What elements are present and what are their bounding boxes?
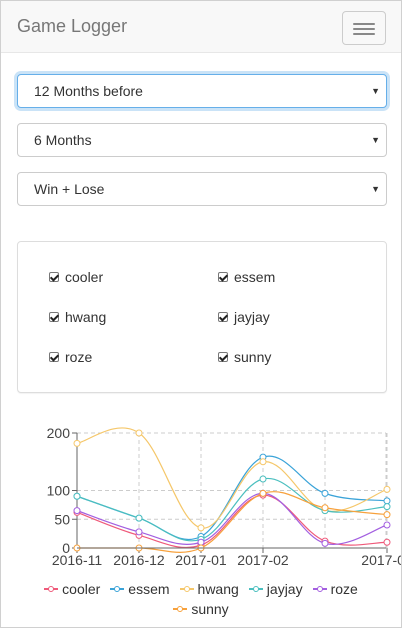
checkbox-checked-icon[interactable] (49, 272, 59, 282)
legend-line-marker-icon (173, 604, 188, 614)
dropdown-arrow-icon: ▼ (371, 184, 380, 194)
data-point-sunny (259, 489, 267, 497)
y-tick-label: 50 (54, 511, 70, 527)
player-checkbox-roze[interactable]: roze (49, 349, 92, 365)
player-label: jayjay (234, 309, 270, 325)
data-point-roze (135, 528, 143, 536)
player-label: sunny (234, 349, 272, 365)
chart-legend: cooler essem hwang jayjay roze sunny (1, 579, 401, 619)
app-title[interactable]: Game Logger (17, 16, 128, 36)
legend-item-jayjay[interactable]: jayjay (248, 581, 303, 597)
checkbox-checked-icon[interactable] (218, 272, 228, 282)
checkbox-checked-icon[interactable] (49, 352, 59, 362)
y-tick-label: 200 (47, 425, 71, 441)
data-point-sunny (383, 511, 391, 519)
data-point-roze (321, 539, 329, 547)
player-filter-panel: cooler essem hwang jayjay roze sunny (17, 241, 387, 393)
range-length-value: 6 Months (34, 132, 92, 148)
legend-item-cooler[interactable]: cooler (44, 581, 100, 597)
data-point-roze (197, 538, 205, 546)
x-tick-label: 2016-12 (113, 552, 165, 568)
x-tick-label: 2017-04 (361, 552, 401, 568)
dropdown-arrow-icon: ▼ (371, 135, 380, 145)
legend-line-marker-icon (248, 584, 263, 594)
player-checkbox-jayjay[interactable]: jayjay (218, 309, 270, 325)
player-label: essem (234, 269, 276, 285)
result-type-value: Win + Lose (34, 181, 105, 197)
legend-label: essem (128, 581, 170, 597)
range-length-select[interactable]: 6 Months ▼ (17, 123, 387, 157)
legend-item-roze[interactable]: roze (312, 581, 358, 597)
range-start-value: 12 Months before (34, 83, 143, 99)
legend-line-marker-icon (312, 584, 327, 594)
data-point-jayjay (135, 514, 143, 522)
data-point-hwang (259, 458, 267, 466)
player-checkbox-cooler[interactable]: cooler (49, 269, 103, 285)
data-point-hwang (383, 485, 391, 493)
legend-label: hwang (197, 581, 239, 597)
legend-label: jayjay (266, 581, 303, 597)
legend-item-hwang[interactable]: hwang (179, 581, 239, 597)
navbar: Game Logger (1, 1, 401, 53)
player-label: hwang (65, 309, 107, 325)
checkbox-checked-icon[interactable] (218, 352, 228, 362)
data-point-jayjay (73, 492, 81, 500)
hamburger-icon[interactable] (342, 11, 386, 45)
y-tick-label: 0 (62, 540, 70, 556)
legend-item-essem[interactable]: essem (110, 581, 170, 597)
chart-svg: 0 50 100 200 2016-11 2016-12 2017-01 2017-02 201… (47, 425, 402, 568)
data-point-sunny (321, 504, 329, 512)
x-tick-label: 2016-11 (52, 552, 103, 568)
checkbox-checked-icon[interactable] (49, 312, 59, 322)
data-point-roze (383, 521, 391, 529)
checkbox-checked-icon[interactable] (218, 312, 228, 322)
player-label: cooler (65, 269, 104, 285)
legend-row: cooler essem hwang jayjay roze (1, 579, 401, 599)
legend-row: sunny (1, 599, 401, 619)
data-point-cooler (383, 538, 391, 546)
legend-label: sunny (191, 601, 229, 617)
series-line-roze (76, 492, 388, 545)
legend-item-sunny[interactable]: sunny (173, 601, 229, 617)
range-start-select[interactable]: 12 Months before ▼ (17, 74, 387, 108)
player-checkbox-sunny[interactable]: sunny (218, 349, 271, 365)
games-line-chart: 0 50 100 200 2016-11 2016-12 2017-01 2017-02 201… (1, 421, 402, 627)
legend-line-marker-icon (179, 584, 194, 594)
x-tick-label: 2017-02 (237, 552, 289, 568)
data-point-roze (73, 507, 81, 515)
legend-label: cooler (62, 581, 101, 597)
legend-line-marker-icon (44, 584, 59, 594)
data-point-hwang (197, 524, 205, 532)
data-point-jayjay (259, 475, 267, 483)
series-line-cooler (76, 494, 388, 549)
data-point-hwang (135, 429, 143, 437)
legend-line-marker-icon (110, 584, 125, 594)
dropdown-arrow-icon: ▼ (371, 86, 380, 96)
data-point-essem (383, 497, 391, 505)
data-point-jayjay (383, 503, 391, 511)
player-checkbox-hwang[interactable]: hwang (49, 309, 106, 325)
y-tick-label: 100 (47, 483, 71, 499)
data-point-hwang (73, 439, 81, 447)
player-checkbox-essem[interactable]: essem (218, 269, 275, 285)
player-label: roze (65, 349, 93, 365)
x-tick-label: 2017-01 (175, 552, 227, 568)
result-type-select[interactable]: Win + Lose ▼ (17, 172, 387, 206)
legend-label: roze (330, 581, 358, 597)
data-point-essem (321, 489, 329, 497)
